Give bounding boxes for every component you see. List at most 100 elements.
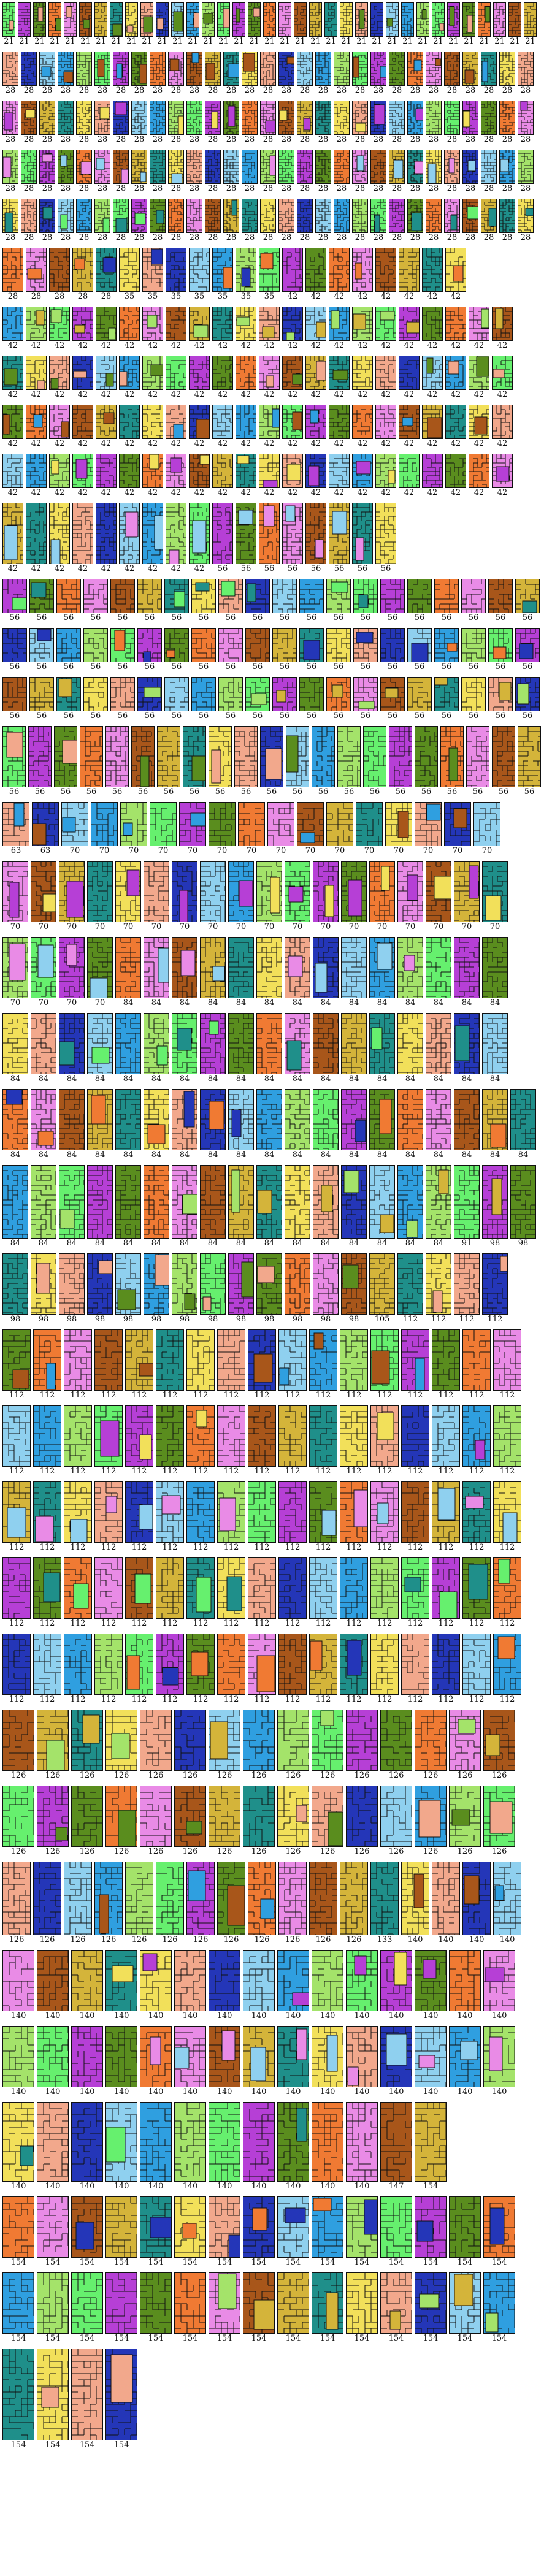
tile-pattern bbox=[190, 248, 209, 291]
tile-area-label: 35 bbox=[236, 292, 256, 301]
tile-pattern bbox=[283, 505, 302, 564]
tile-pattern bbox=[209, 1710, 240, 1770]
tiling-tile bbox=[245, 628, 270, 662]
tiling-tile bbox=[369, 1089, 395, 1150]
tiling-tile bbox=[200, 937, 226, 998]
tile-pattern bbox=[18, 6, 30, 36]
tiling-tile bbox=[174, 2272, 206, 2334]
tiling-tile bbox=[83, 677, 108, 711]
tile-pattern bbox=[446, 356, 464, 389]
tiling-tile bbox=[125, 1862, 153, 1935]
tile-pattern bbox=[518, 153, 533, 183]
tile-pattern bbox=[462, 579, 485, 613]
tiling-tile bbox=[340, 2, 353, 37]
tile-pattern bbox=[150, 101, 165, 134]
tile-pattern bbox=[389, 150, 404, 183]
tile-pattern bbox=[150, 150, 165, 183]
tile-pattern bbox=[62, 803, 88, 842]
tiling-tile bbox=[426, 101, 442, 135]
tile-pattern bbox=[72, 1710, 102, 1770]
tile-pattern bbox=[454, 1014, 479, 1074]
tile-area-label: 56 bbox=[110, 663, 135, 671]
tile-pattern bbox=[342, 1254, 366, 1314]
tiling-tile bbox=[87, 861, 113, 922]
tiling-tile bbox=[326, 579, 351, 613]
tile-pattern bbox=[175, 1786, 205, 1846]
tiling-tile bbox=[329, 454, 350, 488]
tiling-tile bbox=[2, 1329, 31, 1391]
tile-area-label: 140 bbox=[140, 2088, 172, 2096]
tile-pattern bbox=[91, 803, 117, 846]
tile-pattern bbox=[334, 52, 349, 85]
tiling-tile bbox=[324, 2, 337, 37]
tile-area-label: 112 bbox=[278, 1619, 307, 1628]
tile-area-label: 56 bbox=[488, 614, 513, 622]
tile-area-label: 42 bbox=[72, 489, 93, 497]
tile-area-label: 112 bbox=[33, 1695, 61, 1704]
tile-area-label: 28 bbox=[94, 136, 110, 144]
tile-pattern bbox=[500, 101, 515, 134]
tile-area-label: 70 bbox=[341, 923, 367, 931]
tiling-tile bbox=[209, 2272, 240, 2334]
tiling-tile bbox=[58, 101, 74, 135]
tile-area-label: 126 bbox=[278, 1936, 307, 1944]
tile-area-label: 56 bbox=[434, 712, 459, 720]
tile-pattern bbox=[511, 1090, 535, 1150]
tile-area-label: 42 bbox=[259, 489, 280, 497]
tile-area-label: 126 bbox=[243, 1848, 275, 1856]
tiling-tile bbox=[352, 101, 368, 135]
tile-area-label: 154 bbox=[449, 2334, 481, 2343]
tiling-tile bbox=[119, 307, 140, 341]
tile-pattern bbox=[143, 503, 163, 564]
tiling-tile bbox=[31, 1165, 56, 1239]
tiling-tile bbox=[326, 628, 351, 662]
tile-area-label: 56 bbox=[326, 712, 351, 720]
tiling-tile bbox=[385, 802, 412, 846]
tiling-tile bbox=[415, 2272, 447, 2334]
tile-area-label: 42 bbox=[26, 489, 47, 497]
tiling-tile bbox=[259, 405, 280, 439]
tile-pattern bbox=[37, 1951, 68, 2011]
tile-pattern bbox=[454, 862, 479, 922]
tile-pattern bbox=[408, 579, 431, 613]
tiling-tile bbox=[445, 454, 466, 488]
tiling-tile bbox=[355, 2, 368, 37]
tile-area-label: 70 bbox=[385, 847, 412, 855]
tile-area-label: 56 bbox=[157, 788, 180, 797]
tile-pattern bbox=[3, 1254, 28, 1314]
tile-area-label: 70 bbox=[172, 923, 197, 931]
tile-area-label: 42 bbox=[422, 489, 443, 497]
tile-pattern bbox=[353, 503, 372, 564]
tile-pattern bbox=[494, 1330, 521, 1390]
tile-area-label: 154 bbox=[105, 2334, 137, 2343]
tiling-tile bbox=[340, 1557, 368, 1619]
tile-pattern bbox=[34, 1335, 61, 1390]
tile-pattern bbox=[218, 1482, 245, 1542]
tile-pattern bbox=[463, 199, 478, 232]
tile-area-label: 84 bbox=[313, 1151, 339, 1160]
tiling-tile bbox=[144, 937, 169, 998]
tiling-tile bbox=[2, 405, 23, 439]
tiling-tile bbox=[2, 1634, 31, 1695]
tile-pattern bbox=[415, 1786, 446, 1846]
tile-area-label: 112 bbox=[493, 1543, 521, 1552]
tile-pattern bbox=[285, 1166, 310, 1238]
tile-area-label: 84 bbox=[115, 1239, 141, 1248]
tiling-tile bbox=[137, 628, 162, 662]
tile-pattern bbox=[140, 2027, 171, 2087]
tile-area-label: 112 bbox=[94, 1695, 123, 1704]
tile-pattern bbox=[399, 458, 419, 487]
tiling-tile bbox=[156, 1481, 184, 1543]
tile-area-label: 28 bbox=[58, 86, 74, 95]
tiling-tile bbox=[469, 356, 489, 390]
tile-area-label: 154 bbox=[243, 2258, 275, 2267]
tiling-tile bbox=[426, 861, 451, 922]
tiling-tile bbox=[445, 405, 466, 439]
tile-pattern bbox=[190, 356, 209, 389]
tile-pattern bbox=[310, 1639, 337, 1694]
tile-area-label: 21 bbox=[171, 37, 184, 46]
tile-area-label: 28 bbox=[150, 185, 166, 193]
tile-area-label: 21 bbox=[478, 37, 491, 46]
tile-pattern bbox=[381, 1951, 412, 2011]
tiling-tile bbox=[243, 2026, 275, 2087]
